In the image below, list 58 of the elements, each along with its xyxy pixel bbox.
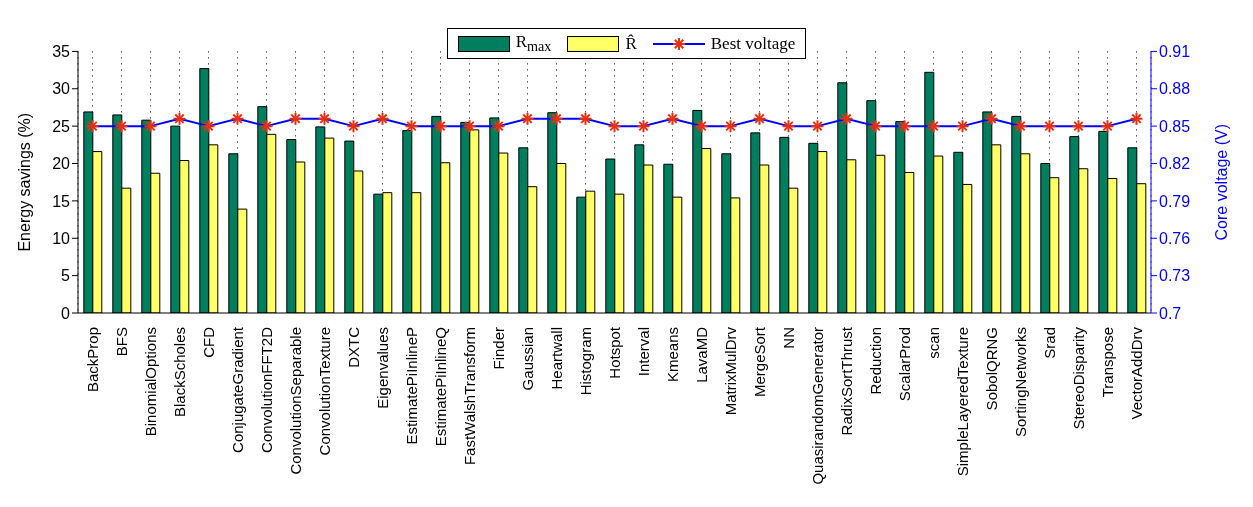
y2-tick-label: 0.76 (1159, 229, 1191, 247)
x-tick-label: ConvolutionTexture (316, 327, 333, 456)
x-tick-label: RadixSortThrust (838, 326, 855, 436)
y-axis-title: Energy savings (%) (16, 112, 33, 252)
y-tick-label: 20 (52, 155, 71, 173)
x-tick-label: LavaMD (693, 326, 710, 383)
legend-label: R̂ (625, 33, 637, 54)
y2-tick-label: 0.79 (1159, 192, 1191, 210)
x-tick-label: Eigenvalues (374, 327, 391, 409)
x-tick-label: Heartwall (548, 327, 565, 390)
y2-tick-label: 0.7 (1159, 304, 1182, 322)
y-tick-label: 10 (52, 229, 71, 247)
y-tick-label: 0 (61, 304, 71, 322)
x-tick-label: Histogram (577, 327, 594, 396)
y-tick-label: 25 (52, 117, 71, 135)
y-tick-label: 15 (52, 192, 71, 210)
y2-axis-title: Core voltage (V) (1213, 123, 1230, 241)
x-tick-label: NN (780, 327, 797, 349)
x-tick-label: MergeSort (751, 326, 768, 398)
x-tick-label: Reduction (867, 327, 884, 395)
x-tick-label: ConjugateGradient (229, 326, 246, 453)
y-tick-label: 35 (52, 43, 71, 61)
x-tick-label: StereoDisparity (1070, 326, 1087, 430)
x-tick-label: CFD (200, 326, 217, 358)
x-tick-label: VectorAddDrv (1128, 326, 1145, 420)
x-tick-label: FastWalshTransform (461, 327, 478, 466)
legend-label: R$_{max}$ (515, 32, 552, 56)
x-tick-label: EstimatePiInlineP (403, 327, 420, 445)
x-tick-label: BFS (113, 327, 130, 357)
x-tick-label: MatrixMulDrv (722, 326, 739, 416)
legend-label: Best voltage (710, 33, 796, 54)
x-tick-label: BlackScholes (171, 327, 188, 418)
y2-tick-label: 0.88 (1159, 80, 1191, 98)
x-tick-label: Transpose (1099, 327, 1116, 398)
y2-tick-label: 0.85 (1159, 117, 1191, 135)
x-tick-label: Kmeans (664, 327, 681, 383)
x-tick-label: ConvolutionSeparable (287, 327, 304, 475)
x-tick-label: Srad (1041, 327, 1058, 359)
x-tick-label: BackProp (84, 327, 101, 393)
y2-tick-label: 0.82 (1159, 155, 1191, 173)
x-tick-label: SobolQRNG (983, 327, 1000, 411)
y2-tick-label: 0.73 (1159, 267, 1191, 285)
y-tick-label: 5 (61, 267, 71, 285)
x-tick-label: SortingNetworks (1012, 327, 1029, 438)
x-tick-label: ConvolutionFFT2D (258, 326, 275, 453)
x-tick-label: DXTC (345, 326, 362, 368)
x-tick-label: EstimatePiInlineQ (432, 327, 449, 447)
x-tick-label: BinomialOptions (142, 327, 159, 437)
x-tick-label: Interval (635, 327, 652, 377)
x-tick-label: Gaussian (519, 327, 536, 391)
x-tick-label: SimpleLayeredTexture (954, 327, 971, 477)
x-tick-label: Finder (490, 327, 507, 370)
x-tick-label: ScalarProd (896, 327, 913, 402)
x-tick-label: QuasirandomGenerator (809, 327, 826, 485)
x-tick-label: Hotspot (606, 326, 623, 379)
x-tick-label: scan (925, 327, 942, 359)
y-tick-label: 30 (52, 80, 71, 98)
y2-tick-label: 0.91 (1159, 43, 1191, 61)
